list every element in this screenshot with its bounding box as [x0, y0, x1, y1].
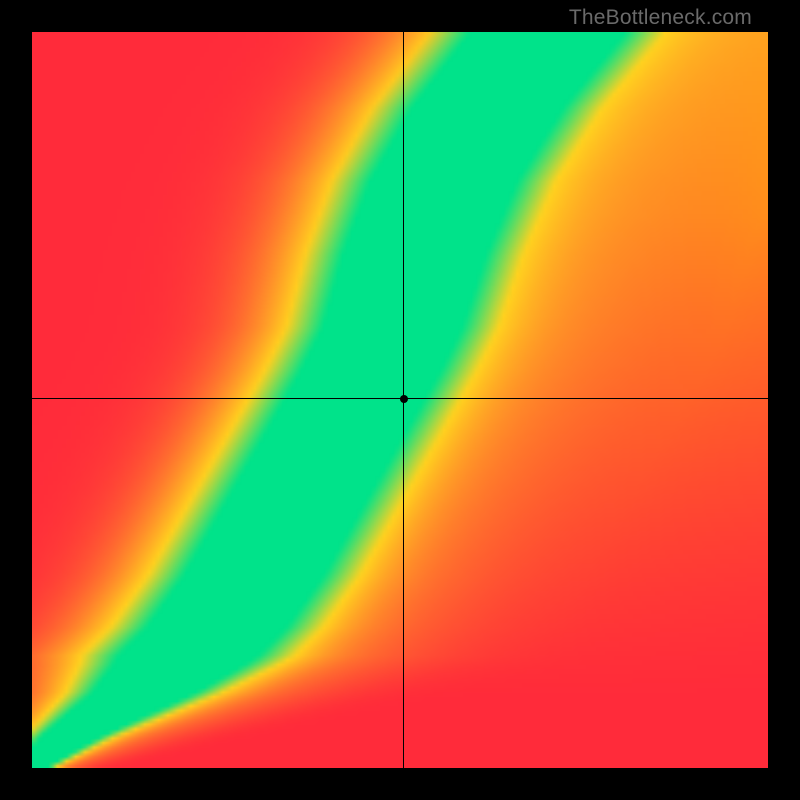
crosshair-dot: [400, 395, 408, 403]
heatmap-plot: [32, 32, 768, 768]
watermark-text: TheBottleneck.com: [569, 6, 752, 30]
